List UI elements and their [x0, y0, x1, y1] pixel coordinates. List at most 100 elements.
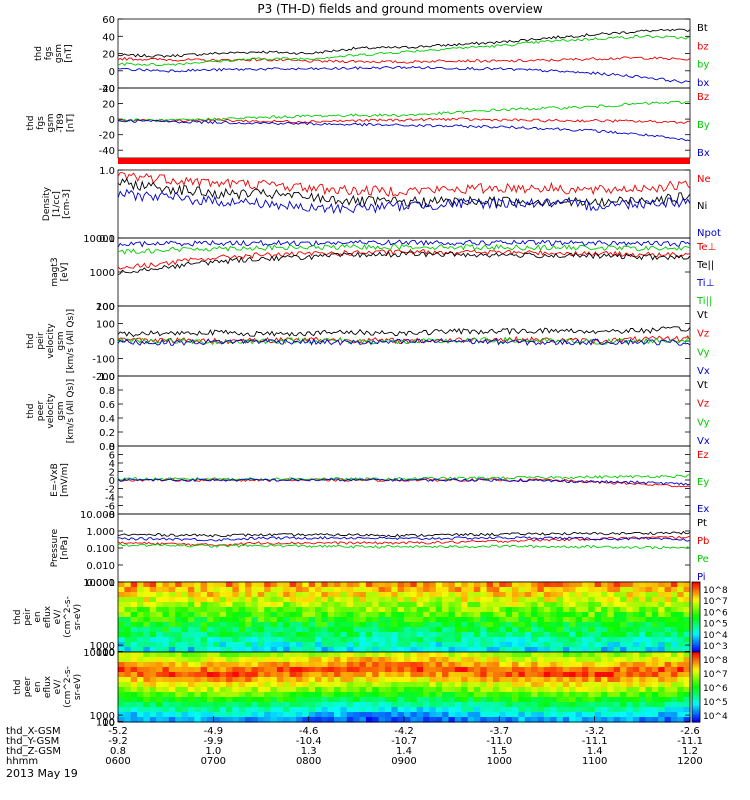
- spectrogram-cell: [187, 622, 195, 628]
- spectrogram-cell: [321, 712, 329, 718]
- spectrogram-cell: [137, 707, 145, 713]
- spectrogram-cell: [632, 612, 640, 618]
- spectrogram-cell: [194, 667, 202, 673]
- spectrogram-cell: [321, 642, 329, 648]
- spectrogram-cell: [194, 592, 202, 598]
- y-axis-label: E=-VxB: [50, 463, 60, 497]
- spectrogram-cell: [137, 692, 145, 698]
- spectrogram-cell: [664, 692, 672, 698]
- spectrogram-cell: [270, 717, 278, 723]
- y-tick-label: 0.010: [86, 561, 115, 572]
- spectrogram-cell: [429, 687, 437, 693]
- spectrogram-cell: [683, 662, 691, 668]
- spectrogram-cell: [207, 642, 214, 648]
- spectrogram-cell: [594, 622, 602, 628]
- spectrogram-cell: [435, 622, 443, 628]
- spectrogram-cell: [448, 642, 456, 648]
- spectrogram-cell: [137, 607, 145, 613]
- spectrogram-cell: [251, 687, 259, 693]
- colorbar-tick-label: 10^8: [703, 586, 728, 596]
- spectrogram-cell: [149, 657, 157, 663]
- spectrogram-cell: [175, 697, 183, 703]
- colorbar-segment: [692, 670, 700, 674]
- spectrogram-cell: [416, 632, 424, 638]
- spectrogram-cell: [582, 707, 589, 713]
- spectrogram-cell: [416, 682, 424, 688]
- spectrogram-cell: [550, 622, 558, 628]
- spectrogram-cell: [283, 652, 291, 658]
- spectrogram-cell: [302, 687, 310, 693]
- spectrogram-cell: [207, 712, 214, 718]
- spectrogram-cell: [391, 697, 399, 703]
- colorbar-tick-label: 10^5: [703, 620, 728, 630]
- spectrogram-cell: [569, 657, 577, 663]
- spectrogram-cell: [289, 602, 297, 608]
- spectrogram-cell: [359, 647, 367, 653]
- spectrogram-cell: [473, 672, 481, 678]
- colorbar-segment: [692, 719, 700, 723]
- spectrogram-cell: [435, 612, 443, 618]
- spectrogram-cell: [505, 662, 513, 668]
- spectrogram-cell: [473, 587, 481, 593]
- spectrogram-cell: [194, 697, 202, 703]
- spectrogram-cell: [207, 677, 214, 683]
- spectrogram-cell: [219, 587, 227, 593]
- colorbar-segment: [692, 708, 700, 711]
- spectrogram-cell: [543, 617, 551, 623]
- spectrogram-cell: [162, 637, 170, 643]
- colorbar-segment: [692, 698, 700, 702]
- spectrogram-cell: [315, 702, 322, 708]
- spectrogram-cell: [480, 582, 488, 588]
- spectrogram-cell: [575, 682, 583, 688]
- spectrogram-cell: [664, 607, 672, 613]
- spectrogram-cell: [118, 697, 125, 703]
- spectrogram-cell: [448, 672, 456, 678]
- spectrogram-cell: [670, 607, 678, 613]
- spectrogram-cell: [499, 687, 507, 693]
- spectrogram-cell: [518, 707, 526, 713]
- spectrogram-cell: [594, 602, 602, 608]
- spectrogram-cell: [677, 592, 685, 598]
- spectrogram-cell: [346, 602, 354, 608]
- spectrogram-cell: [524, 582, 532, 588]
- spectrogram-cell: [130, 597, 138, 603]
- spectrogram-cell: [543, 622, 551, 628]
- spectrogram-cell: [575, 637, 583, 643]
- spectrogram-cell: [200, 667, 208, 673]
- spectrogram-cell: [467, 672, 475, 678]
- spectrogram-cell: [327, 687, 335, 693]
- spectrogram-cell: [321, 662, 329, 668]
- spectrogram-cell: [531, 707, 539, 713]
- colorbar-tick-label: 10^7: [703, 670, 728, 680]
- spectrogram-cell: [569, 622, 577, 628]
- spectrogram-cell: [658, 697, 666, 703]
- spectrogram-cell: [626, 657, 634, 663]
- spectrogram-cell: [283, 717, 291, 723]
- spectrogram-cell: [575, 702, 583, 708]
- spectrogram-cell: [493, 652, 500, 658]
- spectrogram-cell: [575, 597, 583, 603]
- spectrogram-cell: [416, 582, 424, 588]
- spectrogram-cell: [670, 582, 678, 588]
- spectrogram-cell: [683, 612, 691, 618]
- spectrogram-cell: [423, 627, 431, 633]
- spectrogram-cell: [658, 582, 666, 588]
- spectrogram-cell: [130, 667, 138, 673]
- spectrogram-cell: [664, 597, 672, 603]
- spectrogram-cell: [416, 592, 424, 598]
- spectrogram-cell: [365, 642, 373, 648]
- spectrogram-cell: [512, 597, 519, 603]
- spectrogram-cell: [493, 632, 500, 638]
- spectrogram-cell: [219, 642, 227, 648]
- spectrogram-cell: [130, 677, 138, 683]
- spectrogram-cell: [582, 717, 589, 723]
- spectrogram-cell: [226, 607, 233, 613]
- spectrogram-cell: [569, 717, 577, 723]
- spectrogram-cell: [556, 657, 564, 663]
- spectrogram-cell: [410, 677, 418, 683]
- spectrogram-cell: [442, 632, 450, 638]
- spectrogram-cell: [378, 627, 386, 633]
- spectrogram-cell: [658, 612, 666, 618]
- spectrogram-cell: [226, 612, 233, 618]
- spectrogram-cell: [137, 672, 145, 678]
